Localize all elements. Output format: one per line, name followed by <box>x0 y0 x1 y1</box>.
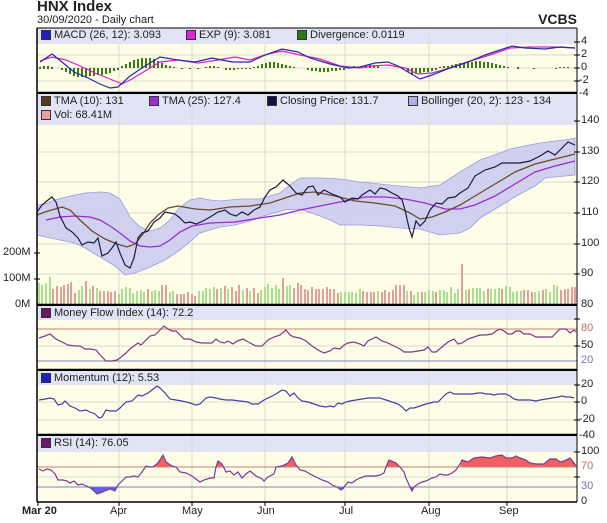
price-tick: 100 <box>581 237 600 249</box>
volume-bars <box>38 264 576 305</box>
momentum-tick: 20 <box>581 378 594 390</box>
mfi-tick: 50 <box>581 339 594 351</box>
rsi-swatch-icon <box>41 438 51 448</box>
momentum-tick: -20 <box>579 413 595 425</box>
chart-subtitle: 30/09/2020 - Daily chart <box>37 14 154 26</box>
momentum-tick: 0 <box>581 395 588 407</box>
mfi-line <box>38 325 577 362</box>
legend-tma10-label: TMA (10): 131 <box>54 95 124 107</box>
tma-10-line <box>36 153 576 248</box>
legend-closing-price: Closing Price: 131.7 <box>267 95 378 107</box>
x-label-aug: Aug <box>421 505 441 517</box>
macd-line <box>39 45 576 89</box>
macd-tick: -4 <box>579 87 589 99</box>
rsi-tick: 100 <box>581 445 600 457</box>
x-label-jun: Jun <box>257 505 275 517</box>
closing-price-swatch-icon <box>267 96 277 106</box>
macd-tick: 4 <box>581 35 588 47</box>
price-tick: 120 <box>581 175 600 187</box>
legend-mfi-label: Money Flow Index (14): 72.2 <box>54 307 194 319</box>
legend-mfi: Money Flow Index (14): 72.2 <box>41 307 193 319</box>
legend-divergence: Divergence: 0.0119 <box>297 29 405 41</box>
legend-macd-label: MACD (26, 12): 3.093 <box>54 29 161 41</box>
legend-tma25: TMA (25): 127.4 <box>149 95 241 107</box>
legend-divergence-label: Divergence: 0.0119 <box>310 29 405 41</box>
brand-label: VCBS <box>538 11 577 27</box>
legend-tma10: TMA (10): 131 <box>41 95 124 107</box>
legend-exp: EXP (9): 3.081 <box>186 29 271 41</box>
momentum-panel <box>37 371 577 437</box>
chart-title: HNX Index <box>37 0 113 15</box>
legend-bollinger-label: Bollinger (20, 2): 123 - 134 <box>421 95 552 107</box>
macd-tick: 0 <box>581 61 588 73</box>
legend-rsi: RSI (14): 76.05 <box>41 437 129 449</box>
legend-momentum-label: Momentum (12): 5.53 <box>54 372 160 384</box>
price-tick: 110 <box>581 206 599 218</box>
tma10-swatch-icon <box>41 96 51 106</box>
volume-tick: 100M <box>3 272 31 284</box>
price-tick: 130 <box>581 145 600 157</box>
price-panel <box>36 94 577 307</box>
tma25-swatch-icon <box>149 96 159 106</box>
momentum-line <box>38 385 575 419</box>
rsi-line <box>38 453 577 495</box>
rsi-tick: 0 <box>581 495 588 507</box>
mfi-tick: 80 <box>581 322 594 334</box>
legend-exp-label: EXP (9): 3.081 <box>199 29 271 41</box>
x-label-sep: Sep <box>499 505 519 517</box>
macd-tick: -2 <box>579 74 589 86</box>
momentum-swatch-icon <box>41 373 51 383</box>
legend-rsi-label: RSI (14): 76.05 <box>54 437 129 449</box>
bollinger-band <box>36 137 576 276</box>
volume-tick: 0M <box>15 298 31 310</box>
legend-macd: MACD (26, 12): 3.093 <box>41 29 161 41</box>
legend-closing-price-label: Closing Price: 131.7 <box>280 95 379 107</box>
exp-swatch-icon <box>186 30 196 40</box>
mfi-swatch-icon <box>41 308 51 318</box>
rsi-panel <box>37 436 577 503</box>
macd-panel <box>37 28 577 95</box>
mfi-tick: 20 <box>581 354 594 366</box>
price-tick: 80 <box>581 298 594 310</box>
legend-bollinger: Bollinger (20, 2): 123 - 134 <box>408 95 551 107</box>
price-tick: 90 <box>581 267 594 279</box>
macd-tick: 2 <box>581 48 588 60</box>
macd-swatch-icon <box>41 30 51 40</box>
divergence-swatch-icon <box>297 30 307 40</box>
x-label-may: May <box>182 505 203 517</box>
closing-price-line <box>36 141 576 269</box>
volume-swatch-icon <box>41 110 51 120</box>
rsi-tick: 30 <box>581 480 594 492</box>
price-tick: 140 <box>581 114 600 126</box>
rsi-tick: 70 <box>581 460 594 472</box>
divergence-bars <box>39 58 569 77</box>
legend-volume: Vol: 68.41M <box>41 109 112 121</box>
tma-25-line <box>45 160 576 248</box>
mfi-panel <box>37 306 577 372</box>
bollinger-swatch-icon <box>408 96 418 106</box>
momentum-tick: -40 <box>579 429 595 441</box>
volume-tick: 200M <box>3 246 31 258</box>
legend-volume-label: Vol: 68.41M <box>54 109 113 121</box>
x-label-apr: Apr <box>110 505 128 517</box>
legend-tma25-label: TMA (25): 127.4 <box>162 95 241 107</box>
x-label-jul: Jul <box>339 505 354 517</box>
x-label-mar20: Mar 20 <box>22 505 57 517</box>
legend-momentum: Momentum (12): 5.53 <box>41 372 159 384</box>
